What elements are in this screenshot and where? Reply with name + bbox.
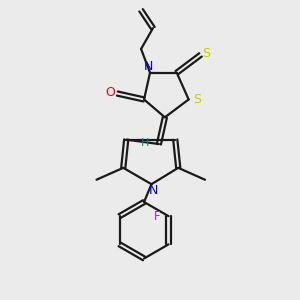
Text: S: S <box>193 93 201 106</box>
Text: N: N <box>148 184 158 197</box>
Text: O: O <box>105 85 115 98</box>
Text: S: S <box>202 47 210 60</box>
Text: H: H <box>141 138 150 148</box>
Text: F: F <box>154 210 160 223</box>
Text: N: N <box>144 60 153 73</box>
